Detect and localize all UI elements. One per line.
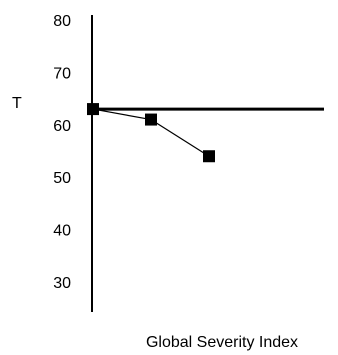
y-axis-label: T bbox=[12, 95, 22, 112]
y-tick-label-70: 70 bbox=[53, 65, 71, 82]
y-tick-label-40: 40 bbox=[53, 223, 71, 240]
data-point-0-1 bbox=[145, 113, 157, 126]
y-tick-label-60: 60 bbox=[53, 118, 71, 135]
y-tick-label-80: 80 bbox=[53, 13, 71, 30]
x-axis-label: Global Severity Index bbox=[146, 334, 298, 351]
y-tick-labels: 30 40 50 60 70 80 bbox=[53, 13, 71, 292]
y-tick-label-50: 50 bbox=[53, 170, 71, 187]
y-tick-label-30: 30 bbox=[53, 275, 71, 292]
data-point-0-2 bbox=[203, 150, 215, 163]
data-point-0-0 bbox=[87, 103, 99, 116]
series-group bbox=[87, 103, 215, 163]
